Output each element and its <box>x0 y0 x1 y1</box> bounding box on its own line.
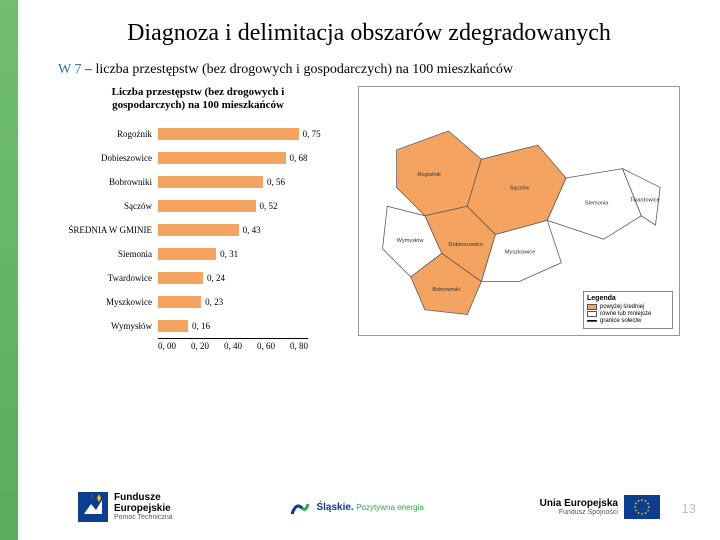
bar-row: Wymysłów 0, 16 <box>58 314 338 338</box>
content-row: Liczba przestępstw (bez drogowych i gosp… <box>58 86 680 351</box>
bar-label: Bobrowniki <box>58 177 158 187</box>
subtitle-code: W 7 <box>58 62 81 77</box>
map-region-label: Twardowice <box>630 198 660 204</box>
bar-label: Twardowice <box>58 273 158 283</box>
bar-row: Bobrowniki 0, 56 <box>58 170 338 194</box>
bar-value: 0, 52 <box>260 201 278 211</box>
subtitle-rest: – liczba przestępstw (bez drogowych i go… <box>81 62 513 77</box>
bar-label: Siemonia <box>58 249 158 259</box>
x-tick: 0, 60 <box>257 341 275 351</box>
legend-row: granice sołectw <box>587 318 669 324</box>
bar-row: Sączów 0, 52 <box>58 194 338 218</box>
map-legend: Legenda powyżej średniejrówne lub mniejs… <box>583 291 673 329</box>
bar <box>158 128 299 140</box>
map-container: Rogoźnik Wymysłów Dobieszowice Bobrowniki Są… <box>358 86 680 336</box>
legend-text: powyżej średniej <box>600 304 644 310</box>
bar <box>158 320 188 332</box>
bar <box>158 248 216 260</box>
fe-text: FunduszeEuropejskie Pomoc Techniczna <box>114 492 173 522</box>
legend-swatch <box>587 304 597 310</box>
legend-title: Legenda <box>587 295 669 302</box>
bar-row: ŚREDNIA W GMINIE 0, 43 <box>58 218 338 242</box>
bar-value: 0, 24 <box>207 273 225 283</box>
slide-accent <box>0 0 18 540</box>
bar-value: 0, 56 <box>267 177 285 187</box>
bar-label: Sączów <box>58 201 158 211</box>
x-tick: 0, 40 <box>224 341 242 351</box>
bar <box>158 296 201 308</box>
x-tick: 0, 80 <box>290 341 308 351</box>
bar-value: 0, 75 <box>303 129 321 139</box>
map-column: Rogoźnik Wymysłów Dobieszowice Bobrowniki Są… <box>358 86 680 351</box>
ue-text: Unia Europejska Fundusz Spójności <box>540 498 618 517</box>
map-region-label: Wymysłów <box>397 238 425 244</box>
ue-flag-icon <box>624 495 660 519</box>
bar-row: Rogoźnik 0, 75 <box>58 122 338 146</box>
bar <box>158 176 263 188</box>
bar-value: 0, 68 <box>290 153 308 163</box>
map-region-label: Sączów <box>510 185 531 191</box>
logo-ue: Unia Europejska Fundusz Spójności <box>540 495 660 519</box>
bar-label: Dobieszowice <box>58 153 158 163</box>
bar-row: Myszkowice 0, 23 <box>58 290 338 314</box>
chart-title: Liczba przestępstw (bez drogowych i gosp… <box>58 86 338 112</box>
subtitle: W 7 – liczba przestępstw (bez drogowych … <box>58 62 680 78</box>
bar-row: Twardowice 0, 24 <box>58 266 338 290</box>
legend-swatch <box>587 320 597 322</box>
fe-icon <box>78 492 108 522</box>
bar-value: 0, 23 <box>205 297 223 307</box>
page-number: 13 <box>682 501 696 516</box>
legend-row: równe lub mniejsze <box>587 311 669 317</box>
map-region-label: Bobrowniki <box>432 287 460 293</box>
slask-text: Śląskie. Pozytywna energia <box>316 502 423 513</box>
bar-value: 0, 43 <box>243 225 261 235</box>
chart-column: Liczba przestępstw (bez drogowych i gosp… <box>58 86 338 351</box>
bar-row: Dobieszowice 0, 68 <box>58 146 338 170</box>
x-tick: 0, 00 <box>158 341 176 351</box>
map-region-label: Siemonia <box>585 200 609 206</box>
bar <box>158 152 286 164</box>
slide-content: Diagnoza i delimitacja obszarów zdegrado… <box>18 0 720 540</box>
bar-value: 0, 16 <box>192 321 210 331</box>
bar-label: Rogoźnik <box>58 129 158 139</box>
slask-icon <box>288 496 310 518</box>
bar-chart: Rogoźnik 0, 75 Dobieszowice 0, 68 Bobrowniki… <box>58 122 338 338</box>
bar-label: Myszkowice <box>58 297 158 307</box>
bar-row: Siemonia 0, 31 <box>58 242 338 266</box>
logo-slaskie: Śląskie. Pozytywna energia <box>288 496 423 518</box>
bar-label: Wymysłów <box>58 321 158 331</box>
logo-fundusze: FunduszeEuropejskie Pomoc Techniczna <box>78 492 173 522</box>
bar <box>158 272 203 284</box>
bar <box>158 200 256 212</box>
map-region-label: Myszkowice <box>505 249 535 255</box>
legend-swatch <box>587 311 597 317</box>
bar-label: ŚREDNIA W GMINIE <box>58 225 158 235</box>
map-region-label: Rogoźnik <box>417 172 441 178</box>
x-axis: 0, 00 0, 20 0, 40 0, 60 0, 80 <box>158 338 308 351</box>
legend-text: równe lub mniejsze <box>600 311 651 317</box>
bar <box>158 224 239 236</box>
footer-logos: FunduszeEuropejskie Pomoc Techniczna Ślą… <box>78 492 660 522</box>
x-tick: 0, 20 <box>191 341 209 351</box>
legend-row: powyżej średniej <box>587 304 669 310</box>
page-title: Diagnoza i delimitacja obszarów zdegrado… <box>58 18 680 48</box>
legend-text: granice sołectw <box>600 318 641 324</box>
map-region-label: Dobieszowice <box>448 242 483 248</box>
bar-value: 0, 31 <box>220 249 238 259</box>
